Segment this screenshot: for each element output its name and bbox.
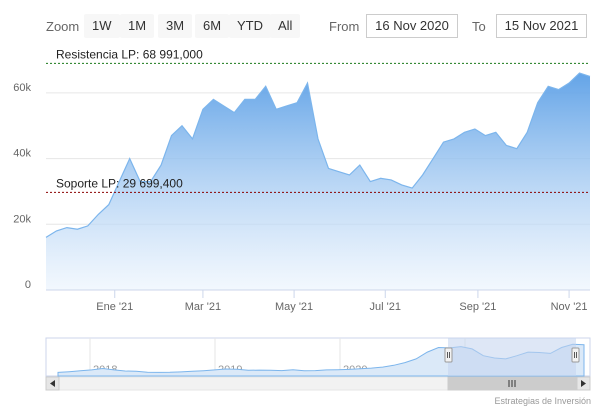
resistance-label: Resistencia LP: 68 991,000	[56, 47, 203, 61]
zoom-button-1w[interactable]: 1W	[84, 14, 120, 38]
chart-credits[interactable]: Estrategias de Inversión	[494, 396, 591, 406]
y-tick-label: 0	[25, 279, 31, 291]
zoom-label: Zoom	[46, 19, 80, 34]
navigator-right-handle[interactable]	[571, 347, 580, 363]
y-tick-label: 60k	[13, 82, 31, 94]
series-line	[45, 72, 591, 238]
x-tick-label: Mar '21	[185, 301, 221, 313]
support-label: Soporte LP: 29 699,400	[56, 176, 183, 190]
x-tick-label: Ene '21	[96, 301, 133, 313]
navigator-left-handle[interactable]	[444, 347, 453, 363]
zoom-button-all[interactable]: All	[270, 14, 301, 38]
scroll-right-arrow-icon	[581, 380, 586, 387]
x-tick-label: Sep '21	[459, 301, 496, 313]
zoom-button-1m[interactable]: 1M	[120, 14, 155, 38]
navigator-selected-range[interactable]	[448, 338, 576, 376]
zoom-button-ytd[interactable]: YTD	[229, 14, 271, 38]
to-date-input[interactable]: 15 Nov 2021	[496, 14, 587, 38]
y-tick-label: 40k	[13, 148, 31, 160]
navigator-scrollbar[interactable]	[45, 376, 591, 391]
y-axis: 0 20k 40k 60k	[13, 82, 31, 291]
plot-lines: Resistencia LP: 68 991,000 Soporte LP: 29…	[46, 47, 590, 193]
from-label: From	[329, 19, 360, 34]
x-tick-label: Jul '21	[370, 301, 401, 313]
x-axis: Ene '21 Mar '21 May '21 Jul '21 Sep '21 Nov '…	[96, 290, 588, 313]
range-selector-toolbar: Zoom 1W 1M 3M 6M YTD All From 16 Nov 202…	[0, 0, 599, 52]
y-tick-label: 20k	[13, 213, 31, 225]
scroll-left-arrow-icon	[50, 380, 55, 387]
to-label: To	[472, 19, 486, 34]
x-tick-label: May '21	[275, 301, 313, 313]
series-area	[46, 73, 590, 290]
zoom-button-3m[interactable]: 3M	[158, 14, 193, 38]
zoom-button-6m[interactable]: 6M	[195, 14, 230, 38]
navigator[interactable]: 2018201920202021	[45, 337, 591, 377]
from-date-input[interactable]: 16 Nov 2020	[366, 14, 458, 38]
x-tick-label: Nov '21	[551, 301, 588, 313]
